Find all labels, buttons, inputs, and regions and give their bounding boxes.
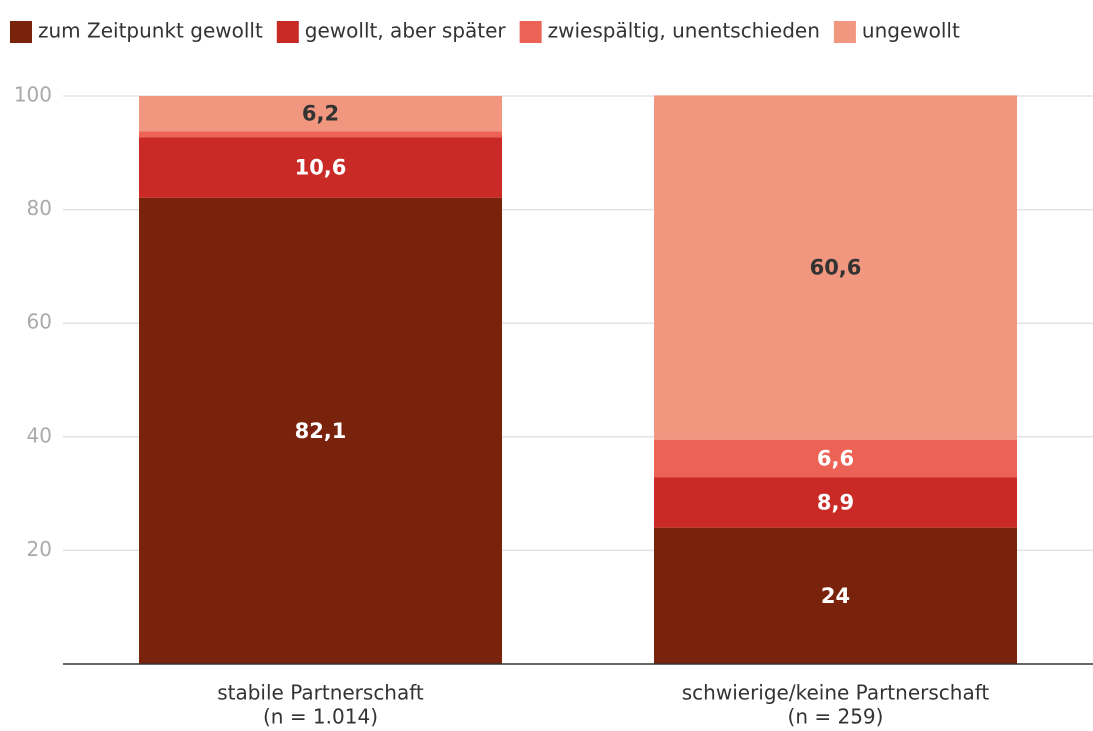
y-tick-label: 100	[14, 83, 52, 107]
bar-segment	[654, 95, 1017, 440]
bar-segment	[139, 131, 502, 138]
legend-swatch	[833, 21, 856, 43]
bar-segment	[654, 477, 1017, 528]
legend-swatch	[519, 21, 542, 43]
y-tick-label: 20	[27, 537, 52, 561]
y-tick-label: 80	[27, 196, 52, 220]
bar-segment	[654, 527, 1017, 664]
bar-segment	[654, 439, 1017, 478]
value-label: 82,1	[295, 419, 347, 443]
x-tick-label: stabile Partnerschaft	[217, 681, 424, 705]
value-label: 6,6	[817, 446, 854, 470]
legend-swatch	[10, 21, 32, 43]
y-tick-label: 60	[27, 310, 52, 334]
bar-segment	[139, 96, 502, 132]
value-label: 10,6	[295, 156, 347, 180]
legend-label: zwiespältig, unentschieden	[548, 19, 820, 43]
legend-swatch	[276, 21, 299, 43]
value-label: 8,9	[817, 490, 854, 514]
legend-label: gewollt, aber später	[305, 19, 507, 43]
value-label: 6,2	[302, 102, 339, 126]
x-tick-label: (n = 1.014)	[263, 705, 378, 729]
value-label: 60,6	[810, 256, 862, 280]
y-tick-label: 40	[27, 423, 52, 447]
value-label: 24	[821, 584, 850, 608]
legend-label: ungewollt	[862, 19, 960, 43]
x-tick-label: schwierige/keine Partnerschaft	[682, 681, 990, 705]
bar-segment	[139, 137, 502, 198]
x-tick-label: (n = 259)	[788, 705, 884, 729]
bar-segment	[139, 197, 502, 664]
legend-label: zum Zeitpunkt gewollt	[38, 19, 263, 43]
